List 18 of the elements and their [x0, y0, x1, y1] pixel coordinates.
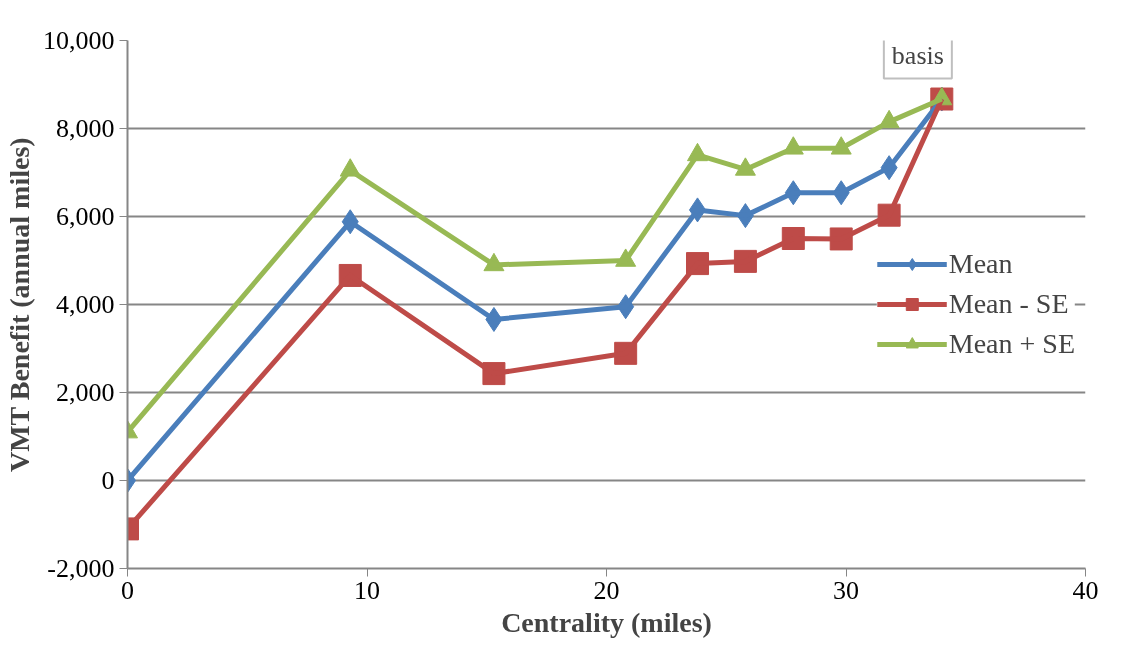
y-tick-label: 0 — [101, 466, 115, 495]
x-tick-label: 40 — [1072, 575, 1099, 605]
legend-label: Mean + SE — [948, 328, 1075, 360]
x-tick-label: 0 — [121, 575, 134, 605]
y-tick-label: -2,000 — [47, 554, 115, 583]
y-axis-title: VMT Benefit (annual miles) — [4, 137, 35, 473]
annotation: basis — [891, 41, 944, 71]
y-tick-label: 6,000 — [56, 202, 115, 231]
y-tick-label: 8,000 — [56, 114, 115, 143]
x-tick-label: 20 — [593, 575, 620, 605]
y-tick-label: 10,000 — [43, 26, 115, 55]
x-tick-label: 10 — [354, 575, 380, 605]
x-tick-label: 30 — [833, 575, 859, 605]
legend-label: Mean — [948, 248, 1013, 280]
legend-label: Mean - SE — [948, 288, 1069, 320]
y-tick-label: 2,000 — [56, 378, 115, 407]
x-axis-title: Centrality (miles) — [501, 606, 712, 638]
y-tick-label: 4,000 — [56, 290, 115, 319]
